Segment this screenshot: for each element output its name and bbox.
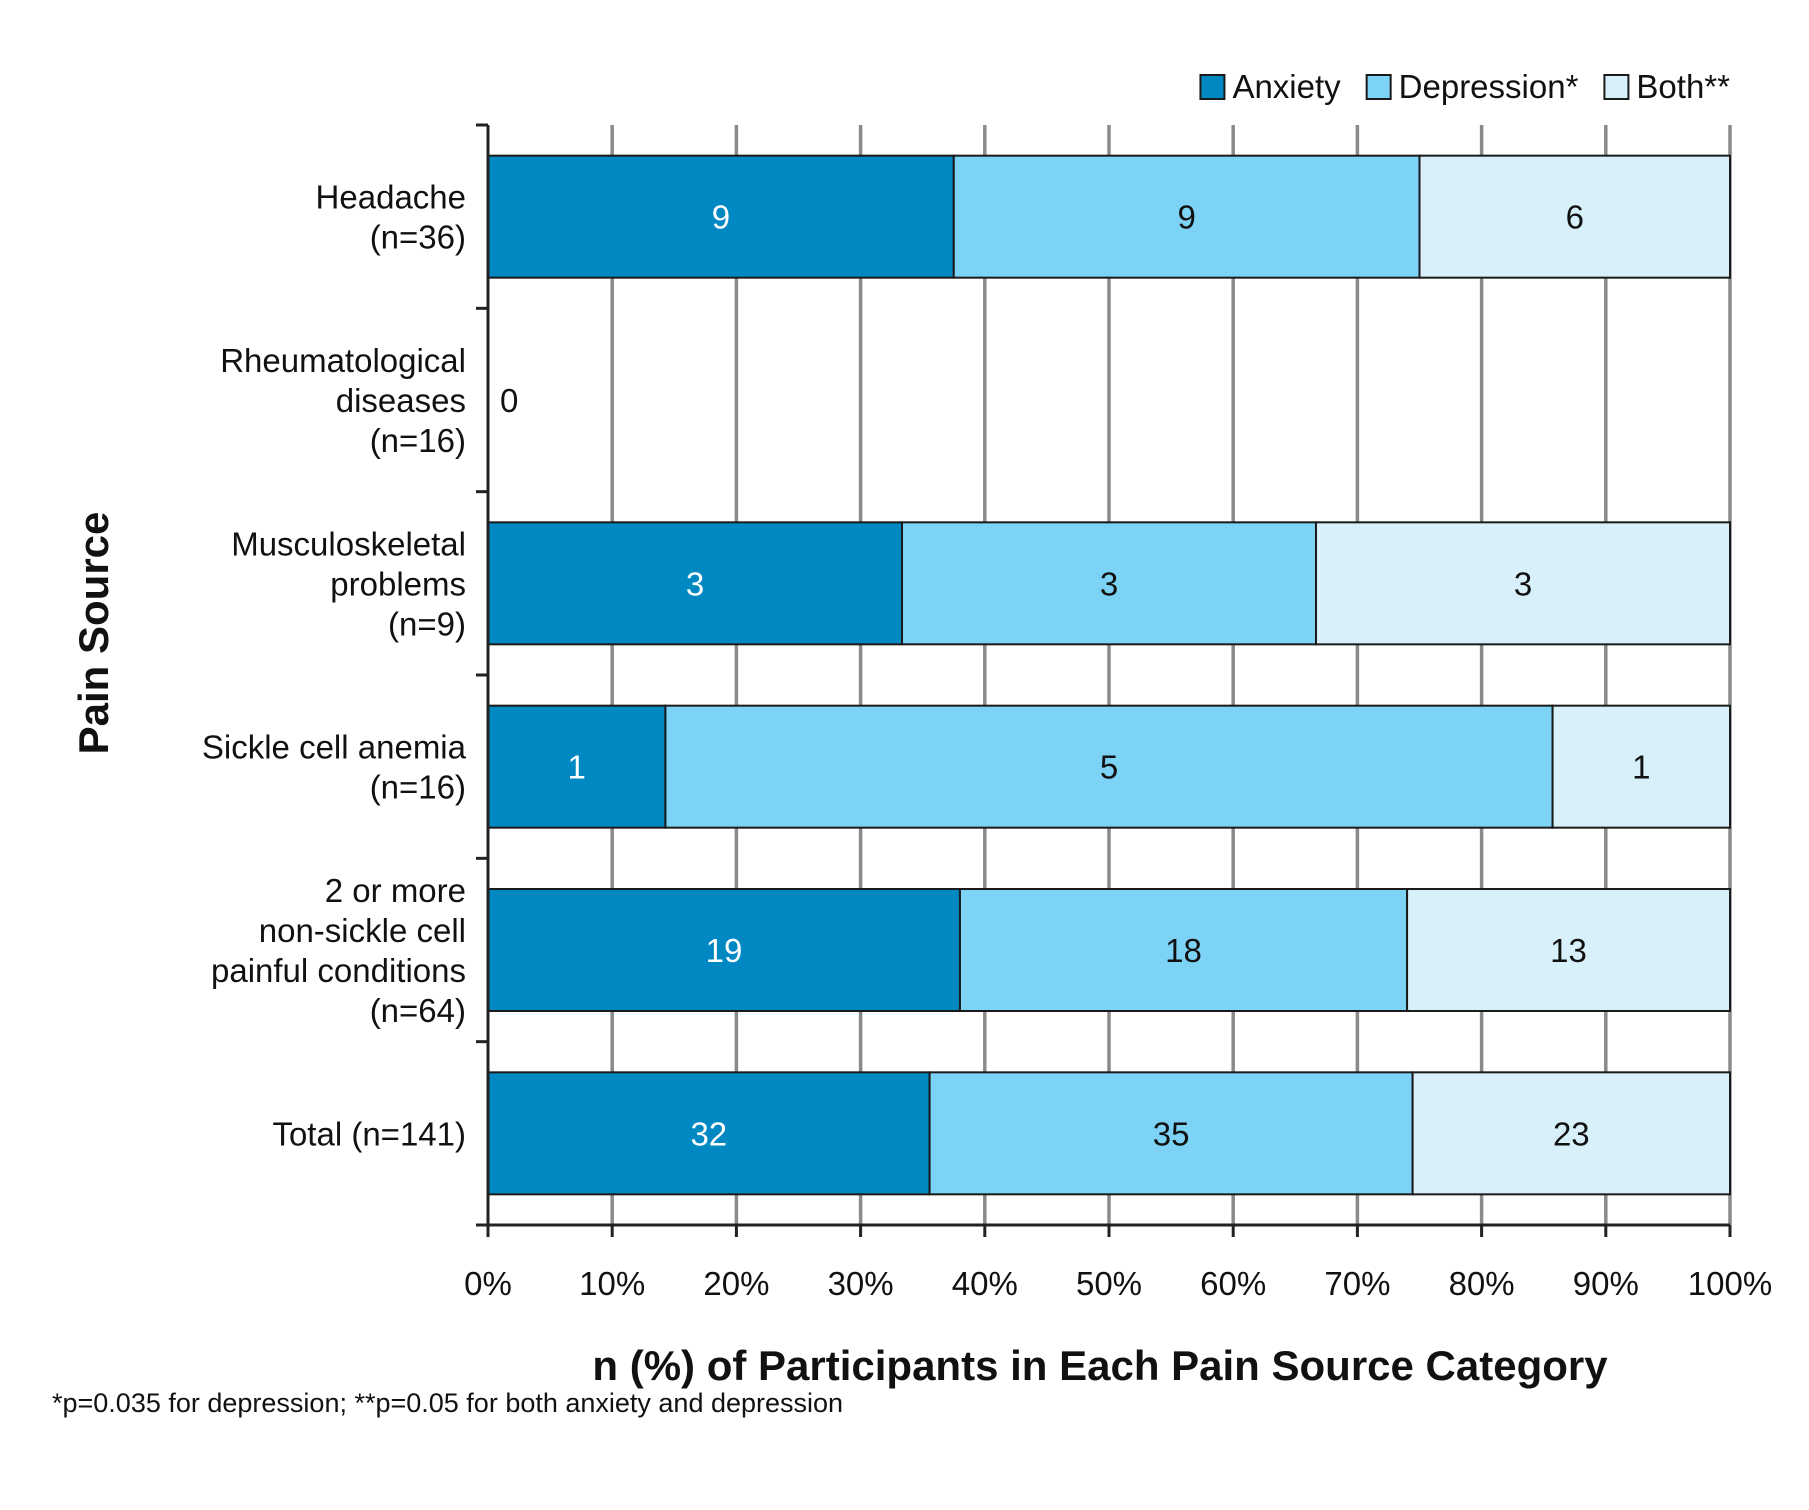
bar-value-label: 9: [1177, 199, 1195, 236]
bar-segment: [664, 704, 1554, 829]
x-tick-label: 30%: [828, 1265, 894, 1302]
x-tick-label: 40%: [952, 1265, 1018, 1302]
legend-label: Depression*: [1399, 68, 1579, 105]
x-tick-label: 0%: [464, 1265, 512, 1302]
bar-segment: [928, 1071, 1414, 1196]
bar-value-label: 35: [1153, 1115, 1190, 1152]
legend-swatch: [1365, 74, 1392, 100]
bar-segment: [958, 888, 1409, 1012]
bar-segment: [487, 888, 961, 1012]
bar-segment: [487, 704, 667, 829]
category-label: non-sickle cell: [259, 912, 466, 949]
category-label: (n=9): [388, 605, 466, 642]
bar-value-label: 9: [712, 199, 730, 236]
y-axis-title: Pain Source: [70, 512, 117, 755]
bar-segment: [1411, 1071, 1731, 1196]
category-label: 2 or more: [325, 872, 466, 909]
bar-segment: [1418, 154, 1731, 279]
category-labels: Headache(n=36)Rheumatologicaldiseases(n=…: [202, 179, 467, 1153]
legend: Anxiety Depression* Both**: [1199, 68, 1730, 105]
category-label: (n=36): [370, 219, 466, 256]
category-label: (n=16): [370, 422, 466, 459]
x-tick-label: 10%: [579, 1265, 645, 1302]
bar-segment: [1315, 521, 1731, 646]
category-label: Headache: [316, 179, 466, 216]
legend-swatch: [1199, 74, 1226, 100]
category-label: diseases: [336, 382, 466, 419]
bar-value-label: 18: [1165, 932, 1202, 969]
bar-segment: [487, 521, 903, 646]
bar-segment: [1551, 704, 1731, 829]
x-tick-label: 60%: [1200, 1265, 1266, 1302]
legend-label: Anxiety: [1232, 68, 1341, 105]
bar-segment: [487, 1071, 931, 1196]
x-tick-label: 80%: [1449, 1265, 1515, 1302]
category-label: Musculoskeletal: [231, 525, 466, 562]
category-label: painful conditions: [211, 952, 466, 989]
bar-value-label: 5: [1100, 749, 1118, 786]
category-label: Rheumatological: [220, 342, 466, 379]
x-tick-labels: 0% 10% 20% 30% 40% 50% 60% 70% 80% 90% 100%: [464, 1265, 1772, 1302]
x-tick-label: 70%: [1324, 1265, 1390, 1302]
bar-value-label: 3: [686, 565, 704, 602]
x-tick-label: 100%: [1688, 1265, 1772, 1302]
category-label: problems: [330, 565, 466, 602]
bars: 9 9 6 0 3 3 3 1 5 1 19 18 13 32 35 23: [487, 154, 1731, 1196]
x-axis-title: n (%) of Participants in Each Pain Sourc…: [592, 1342, 1608, 1389]
legend-label: Both**: [1636, 68, 1730, 105]
bar-value-label: 19: [706, 932, 743, 969]
bar-value-label: 32: [690, 1115, 727, 1152]
bar-value-label: 1: [568, 749, 586, 786]
legend-swatch: [1603, 74, 1630, 100]
x-tick-label: 20%: [703, 1265, 769, 1302]
x-tick-label: 50%: [1076, 1265, 1142, 1302]
category-label: (n=64): [370, 992, 466, 1029]
bar-value-label: 1: [1632, 749, 1650, 786]
axes: [476, 123, 1732, 1237]
category-label: Total (n=141): [272, 1115, 466, 1152]
bar-value-label: 3: [1100, 565, 1118, 602]
bar-value-label: 6: [1566, 199, 1584, 236]
category-label: (n=16): [370, 769, 466, 806]
footnote: *p=0.035 for depression; **p=0.05 for bo…: [52, 1388, 844, 1418]
bar-value-label: 3: [1514, 565, 1532, 602]
bar-segment: [901, 521, 1317, 646]
x-tick-label: 90%: [1573, 1265, 1639, 1302]
category-label: Sickle cell anemia: [202, 729, 467, 766]
bar-value-label: 23: [1553, 1115, 1590, 1152]
grid-lines: [610, 125, 1732, 1225]
bar-segment: [1406, 888, 1731, 1012]
bar-segment: [952, 154, 1421, 279]
zero-label: 0: [500, 382, 518, 419]
bar-value-label: 13: [1550, 932, 1587, 969]
